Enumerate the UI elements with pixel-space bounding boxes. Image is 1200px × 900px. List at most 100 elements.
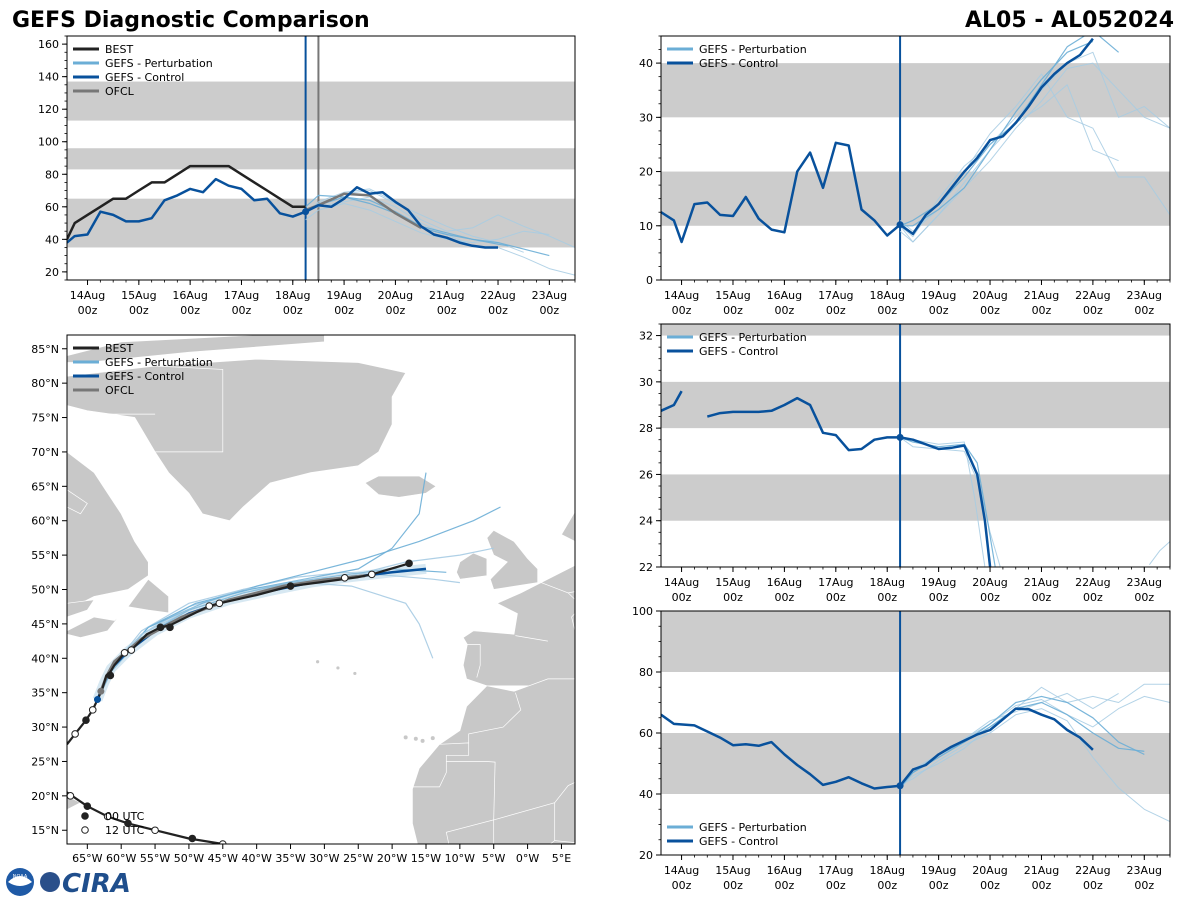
shear-init-dot <box>896 221 904 229</box>
sst-series-control <box>661 390 683 412</box>
shear-xtick-hour: 00z <box>1032 304 1052 317</box>
rh-xtick-day: 21Aug <box>1024 864 1059 877</box>
azores-island <box>353 671 357 676</box>
canary-island <box>403 735 408 740</box>
intensity-xtick-day: 15Aug <box>121 289 156 302</box>
intensity-xtick-hour: 00z <box>129 304 149 317</box>
sst-xtick-label: 18Aug 00z <box>869 576 904 604</box>
shear-xtick-day: 16Aug <box>767 289 802 302</box>
intensity-xtick-day: 19Aug <box>326 289 361 302</box>
track-xtick-label: 65°W <box>72 852 102 865</box>
track-xtick-label: 20°W <box>377 852 407 865</box>
track-point-12utc <box>215 599 224 608</box>
sst-xtick-hour: 00z <box>1134 591 1154 604</box>
intensity-band <box>67 148 575 170</box>
rh-xtick-label: 21Aug 00z <box>1024 864 1059 892</box>
track-panel: 65°W 60°W 55°W 50°W 45°W 40°W 35°W 30°W 25°W 20°W… <box>31 334 576 865</box>
shear-xtick-day: 19Aug <box>921 289 956 302</box>
track-ytick-label: 60°N <box>31 515 59 528</box>
rh-ytick-label: 80 <box>639 666 653 679</box>
rh-series-control <box>661 713 901 790</box>
track-point-12utc <box>71 730 79 738</box>
shear-band <box>661 171 1170 226</box>
intensity-legend-label: GEFS - Control <box>105 71 184 84</box>
shear-xtick-hour: 00z <box>929 304 949 317</box>
sst-xtick-label: 21Aug 00z <box>1024 576 1059 604</box>
azores-island <box>316 660 320 664</box>
rh-xtick-label: 16Aug 00z <box>767 864 802 892</box>
intensity-ytick-label: 20 <box>45 266 59 279</box>
track-xtick-label: 5°E <box>552 852 571 865</box>
rh-xtick-day: 18Aug <box>869 864 904 877</box>
track-point-12utc <box>103 812 112 821</box>
track-marker-legend-label: 12 UTC <box>105 824 145 837</box>
shear-xtick-day: 18Aug <box>869 289 904 302</box>
shear-panel: 0 10 20 30 40 14Aug 00z 15Aug 00z 16Aug 00z 17Aug 00… <box>639 35 1171 317</box>
noaa-wave-icon <box>8 876 32 886</box>
track-point-00utc <box>166 623 174 632</box>
sst-ytick-label: 22 <box>639 561 653 574</box>
intensity-xtick-day: 18Aug <box>275 289 310 302</box>
rh-xtick-day: 23Aug <box>1127 864 1162 877</box>
track-point-12utc <box>218 840 227 844</box>
rh-xtick-hour: 00z <box>1032 879 1052 892</box>
intensity-series-pert-thin <box>305 203 550 244</box>
intensity-ytick-label: 60 <box>45 201 59 214</box>
intensity-legend-label: OFCL <box>105 85 135 98</box>
intensity-xtick-label: 18Aug 00z <box>275 289 310 317</box>
sst-xtick-day: 15Aug <box>715 576 750 589</box>
intensity-xtick-label: 19Aug 00z <box>326 289 361 317</box>
track-ytick-label: 25°N <box>31 755 59 768</box>
track-xtick-label: 30°W <box>309 852 339 865</box>
intensity-ytick-label: 40 <box>45 233 59 246</box>
track-plot-area <box>67 335 575 844</box>
track-point-00utc <box>188 834 197 843</box>
shear-xtick-day: 20Aug <box>972 289 1007 302</box>
baffin-land <box>67 489 88 515</box>
shear-xtick-label: 14Aug 00z <box>664 289 699 317</box>
shear-band <box>661 63 1170 118</box>
intensity-series-pert-thin <box>305 188 575 248</box>
track-marker-legend-icon <box>81 826 89 834</box>
sst-xtick-label: 14Aug 00z <box>664 576 699 604</box>
sst-band <box>661 381 1170 429</box>
scandinavia-land <box>561 510 575 542</box>
border-portugal <box>467 644 481 678</box>
shear-xtick-hour: 00z <box>1083 304 1103 317</box>
track-point-12utc <box>205 602 214 610</box>
rh-xtick-label: 17Aug 00z <box>818 864 853 892</box>
figure-title: GEFS Diagnostic Comparison <box>12 8 370 33</box>
sst-xtick-day: 22Aug <box>1075 576 1110 589</box>
canary-island <box>420 738 425 743</box>
intensity-band <box>67 81 575 121</box>
intensity-xtick-hour: 00z <box>539 304 559 317</box>
border-mauritania <box>445 761 496 844</box>
newfoundland-land <box>127 578 169 614</box>
sst-series-pert-thin <box>899 436 1001 567</box>
track-ytick-label: 85°N <box>31 343 59 356</box>
europe-land <box>462 564 575 687</box>
noaa-logo-text: NOAA <box>13 874 28 880</box>
rh-band <box>661 733 1170 794</box>
shear-ytick-label: 40 <box>639 57 653 70</box>
shear-xtick-label: 16Aug 00z <box>767 289 802 317</box>
rh-init-dot <box>896 782 904 790</box>
rh-plot-area <box>661 611 1170 855</box>
sst-frame <box>660 323 1171 568</box>
shear-xtick-label: 22Aug 00z <box>1075 289 1110 317</box>
sst-xtick-day: 23Aug <box>1127 576 1162 589</box>
canary-island <box>413 736 418 741</box>
track-ytick-label: 55°N <box>31 549 59 562</box>
sst-series-control <box>706 396 901 452</box>
rh-xtick-hour: 00z <box>1083 879 1103 892</box>
sst-ytick-label: 26 <box>639 468 653 481</box>
intensity-xtick-hour: 00z <box>180 304 200 317</box>
sst-xtick-day: 18Aug <box>869 576 904 589</box>
track-ytick-label: 80°N <box>31 377 59 390</box>
track-marker-legend-icon <box>81 812 89 820</box>
rh-series-control <box>899 707 1094 787</box>
track-point-12utc <box>67 792 75 800</box>
